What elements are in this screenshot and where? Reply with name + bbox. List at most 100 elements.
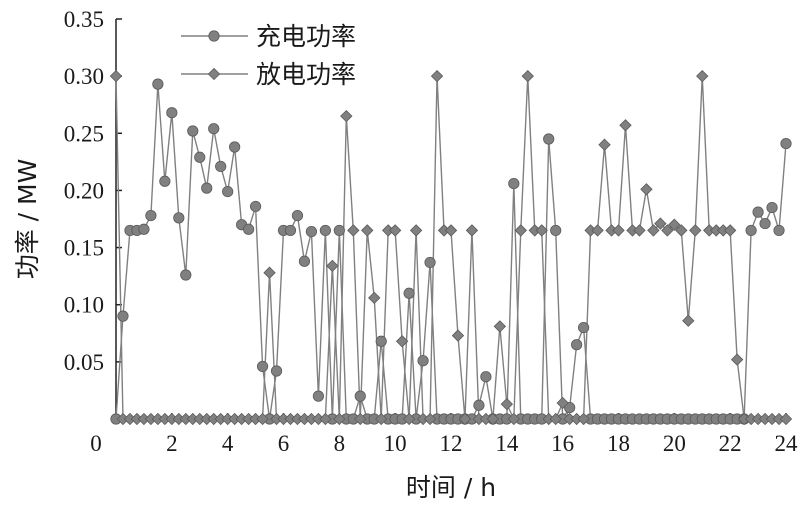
legend: 充电功率 放电功率 — [181, 22, 356, 89]
discharging-point — [591, 224, 604, 237]
x-tick-label: 2 — [166, 431, 178, 456]
charging-point — [152, 78, 164, 90]
y-tick-label: 0.05 — [64, 350, 104, 375]
charging-point — [166, 107, 178, 119]
y-ticks: 0.05 0.10 0.15 0.20 0.25 0.30 0.35 — [64, 7, 122, 375]
charging-point — [215, 160, 227, 173]
discharging-point — [619, 119, 632, 132]
charging-point — [424, 256, 436, 269]
discharging-point — [109, 69, 123, 83]
discharging-point — [598, 138, 611, 151]
y-tick-label: 0.35 — [64, 7, 104, 32]
discharging-point — [647, 224, 660, 237]
x-tick-label: 16 — [551, 431, 574, 456]
charging-point — [508, 177, 520, 190]
charging-point — [333, 224, 345, 237]
charging-point — [222, 185, 234, 198]
charging-point — [208, 123, 220, 135]
discharging-point — [661, 224, 674, 237]
charging-point — [291, 209, 304, 222]
charging-point — [187, 125, 199, 137]
x-tick-label: 22 — [719, 431, 742, 456]
discharging-point — [682, 314, 695, 327]
charging-point — [319, 224, 331, 237]
discharging-point — [612, 224, 625, 237]
discharging-point — [668, 218, 681, 231]
charging-point — [550, 224, 562, 237]
discharging-point — [465, 224, 479, 237]
charging-point — [229, 141, 241, 153]
discharging-point — [556, 396, 569, 410]
discharging-point — [779, 412, 793, 426]
discharging-point — [640, 183, 653, 196]
y-tick-label: 0.20 — [64, 178, 104, 203]
discharging-point — [256, 412, 269, 426]
discharging-point — [500, 397, 513, 411]
charging-point — [256, 360, 269, 373]
charging-point — [480, 371, 492, 383]
x-ticks: 2 4 6 8 10 12 14 16 18 20 22 24 — [166, 413, 798, 456]
x-tick-label: 10 — [384, 431, 407, 456]
y-tick-label: 0.10 — [64, 293, 104, 318]
y-axis-title: 功率 / MW — [13, 159, 42, 280]
charging-point — [759, 217, 771, 230]
charging-point — [159, 175, 171, 187]
discharging-point — [333, 412, 346, 426]
charging-point — [745, 224, 757, 237]
legend-label-charging: 充电功率 — [256, 22, 356, 51]
discharging-point — [493, 320, 507, 333]
x-tick-label: 20 — [663, 431, 686, 456]
charging-point — [375, 335, 387, 347]
discharging-point — [263, 266, 276, 279]
y-tick-label: 0.25 — [64, 121, 104, 146]
x-tick-label: 24 — [775, 431, 799, 456]
discharging-point — [507, 412, 520, 426]
legend-marker-discharging — [207, 67, 221, 81]
discharging-point — [389, 224, 402, 237]
charging-point — [473, 399, 485, 411]
discharging-point — [409, 224, 423, 237]
charging-point — [180, 269, 192, 281]
charging-point — [305, 225, 318, 238]
discharging-point — [340, 109, 353, 123]
charging-point — [354, 390, 366, 402]
charging-point — [543, 133, 555, 145]
charging-point — [752, 206, 764, 218]
origin-tick-label: 0 — [90, 431, 102, 456]
discharging-point — [444, 224, 458, 237]
charging-point — [564, 401, 576, 414]
legend-item-charging: 充电功率 — [181, 22, 356, 51]
discharging-point — [458, 412, 472, 426]
x-tick-label: 12 — [440, 431, 463, 456]
discharging-point — [675, 224, 688, 237]
discharging-point — [696, 69, 709, 83]
y-tick-label: 0.30 — [64, 64, 104, 89]
legend-label-discharging: 放电功率 — [256, 60, 356, 89]
discharging-point — [486, 412, 500, 426]
discharging-point — [423, 412, 437, 426]
discharging-point — [689, 224, 702, 237]
charging-point — [201, 182, 213, 194]
charging-point — [117, 310, 129, 322]
legend-item-discharging: 放电功率 — [181, 60, 356, 89]
y-tick-label: 0.15 — [64, 236, 104, 261]
x-tick-label: 14 — [495, 431, 519, 456]
discharging-point — [451, 329, 465, 342]
discharging-point — [319, 412, 332, 426]
discharging-point — [361, 224, 374, 237]
discharging-point — [375, 412, 388, 426]
discharging-point — [354, 412, 367, 426]
charging-point — [243, 223, 255, 235]
series-markers — [109, 69, 793, 426]
discharging-point — [535, 224, 548, 237]
discharging-point — [326, 259, 339, 273]
discharging-point — [430, 69, 444, 83]
x-axis-title: 时间 / h — [406, 473, 496, 502]
charging-point — [773, 224, 785, 237]
series-line-0 — [115, 84, 787, 422]
charging-point — [270, 365, 283, 377]
discharging-point — [549, 412, 562, 426]
charging-point — [194, 151, 206, 163]
x-tick-label: 18 — [607, 431, 630, 456]
